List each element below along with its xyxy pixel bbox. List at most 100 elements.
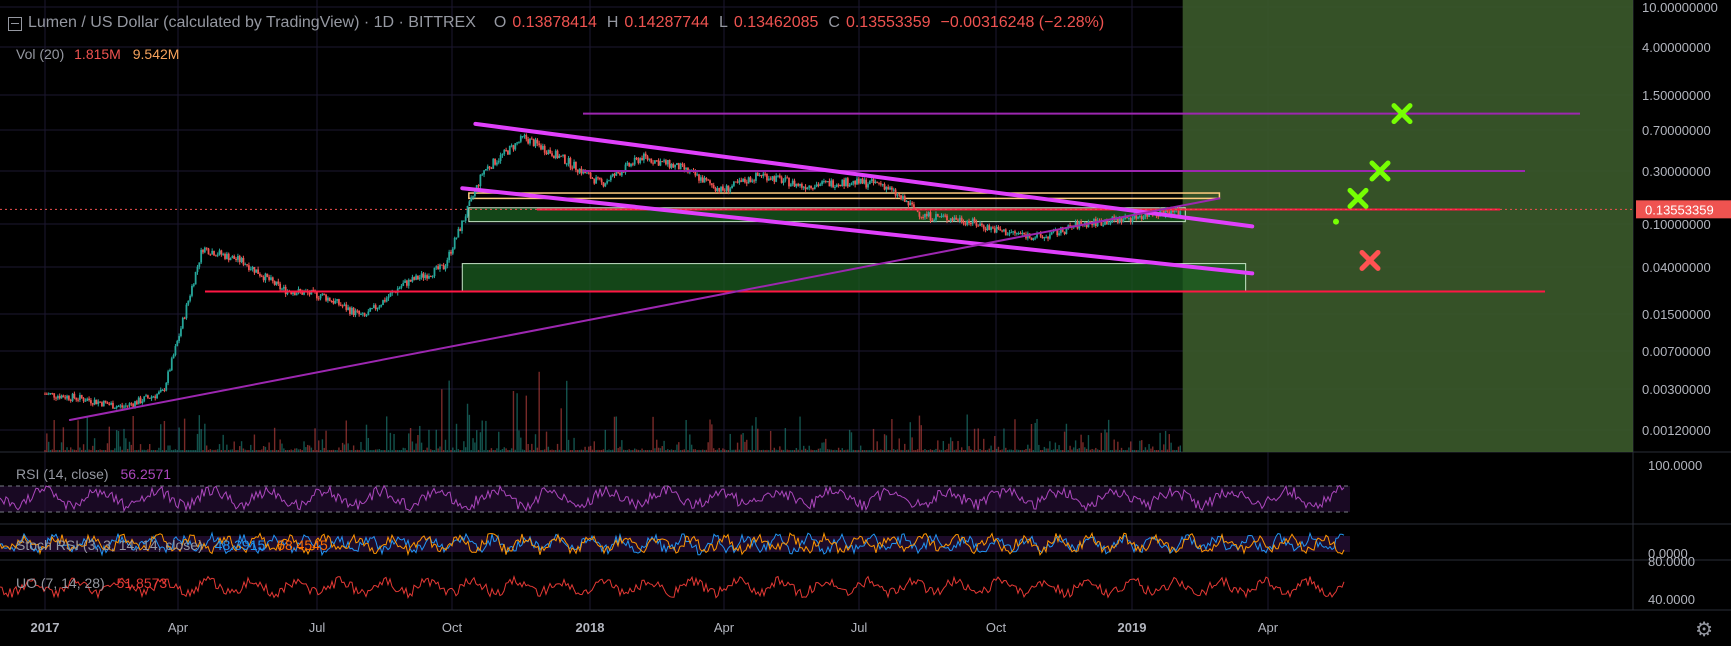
volume-bar [904, 443, 906, 452]
candle-body [962, 222, 965, 224]
candle-body [756, 173, 759, 176]
volume-bar [698, 449, 700, 452]
candle-body [356, 310, 359, 312]
candle-body [450, 251, 452, 254]
candle-body [828, 181, 831, 187]
volume-bar [1076, 449, 1079, 452]
candle-body [786, 177, 789, 179]
rsi-value: 56.2571 [120, 466, 172, 482]
volume-bar [431, 450, 434, 452]
candle-body [518, 141, 520, 143]
volume-bar [189, 449, 191, 452]
candle-body [867, 184, 869, 188]
volume-bar [1039, 450, 1042, 452]
volume-bar [1062, 449, 1064, 452]
volume-bar [233, 441, 235, 452]
candle-body [191, 285, 193, 296]
volume-bar [637, 449, 640, 452]
volume-bar [95, 450, 98, 452]
candle-body [51, 393, 54, 395]
volume-bar [757, 428, 759, 452]
candle-body [437, 266, 440, 270]
candle-body [902, 196, 904, 200]
volume-bar [512, 391, 515, 452]
candle-body [325, 294, 327, 301]
volume-bar [453, 449, 456, 452]
candle-body [982, 225, 985, 229]
candle-body [811, 188, 814, 190]
volume-bar [689, 434, 691, 452]
volume-bar [1166, 449, 1169, 452]
volume-bar [1045, 448, 1047, 452]
candle-body [56, 396, 59, 399]
candle-body [758, 175, 761, 177]
horizontal-levels[interactable] [0, 112, 1633, 293]
volume-bar [415, 443, 417, 452]
candle-body [246, 264, 248, 266]
volume-bar [610, 449, 612, 452]
candle-body [411, 277, 414, 282]
volume-bar [591, 449, 594, 452]
trendlines[interactable] [68, 121, 1255, 422]
candle-body [815, 184, 818, 187]
candle-body [1091, 222, 1094, 226]
volume-bar [406, 449, 408, 452]
candle-body [565, 163, 568, 165]
stoch-k-value: 48.3915 [214, 537, 266, 553]
price-tick-label: 0.01500000 [1642, 307, 1711, 322]
volume-bar [1122, 450, 1125, 452]
candle-body [900, 195, 902, 200]
volume-bar [1170, 442, 1172, 452]
candle-body [84, 400, 87, 402]
price-tick-label: 0.70000000 [1642, 123, 1711, 138]
candle-body [703, 178, 706, 183]
volume-bar [788, 450, 790, 452]
chart-header: Lumen / US Dollar (calculated by Trading… [8, 14, 1108, 32]
volume-bar [77, 420, 79, 452]
volume-bar [358, 449, 360, 452]
volume-bar [521, 449, 524, 452]
candle-body [67, 395, 70, 400]
volume-bar [163, 420, 166, 452]
volume-bar [580, 449, 583, 452]
candle-body [207, 248, 210, 255]
volume-bar [229, 449, 232, 452]
volume-bar [738, 449, 741, 452]
volume-bar [630, 449, 632, 452]
volume-bar [330, 450, 333, 452]
candle-body [240, 257, 243, 263]
volume-bar [1117, 441, 1119, 452]
collapse-icon[interactable] [8, 17, 22, 31]
time-tick-label: 2017 [31, 620, 60, 635]
uo-line [0, 574, 1345, 600]
candle-body [541, 146, 544, 150]
volume-bar [250, 444, 252, 452]
candle-body [817, 184, 820, 186]
candle-body [709, 180, 711, 184]
close-value: 0.13553359 [845, 14, 931, 31]
volume-bar [920, 425, 922, 452]
volume-bar [1139, 440, 1141, 452]
candle-body [556, 150, 559, 158]
candle-body [733, 181, 735, 186]
candle-body [60, 395, 63, 399]
volume-bar [720, 449, 722, 452]
candle-body [404, 280, 406, 283]
candle-body [677, 163, 680, 170]
volume-bar [782, 449, 785, 452]
candle-body [174, 346, 177, 355]
candle-body [1089, 221, 1092, 223]
candle-body [90, 400, 92, 404]
volume-bar [790, 450, 792, 452]
candle-body [382, 300, 384, 306]
volume-bar [198, 415, 201, 452]
volume-bar [929, 449, 932, 452]
candle-body [755, 173, 757, 181]
volume-bar [400, 449, 403, 452]
volume-bar [242, 448, 245, 452]
candle-body [150, 396, 153, 399]
candle-body [1006, 234, 1009, 236]
axes: 10.00000000 4.00000000 1.50000000 0.7000000… [31, 0, 1731, 635]
settings-gear-icon[interactable]: ⚙ [1695, 619, 1713, 641]
